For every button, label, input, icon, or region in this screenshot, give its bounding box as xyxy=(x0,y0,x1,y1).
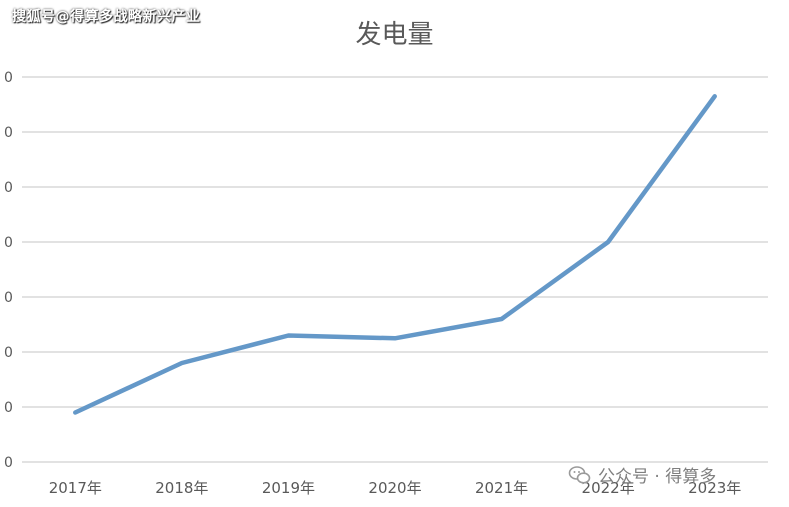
y-tick-label: 0 xyxy=(4,235,13,251)
wechat-watermark-text: 公众号 · 得算多 xyxy=(598,467,717,487)
x-tick-label: 2020年 xyxy=(368,479,421,497)
chart-title: 发电量 xyxy=(355,20,434,50)
x-tick-labels: 2017年 2018年 2019年 2020年 2021年 2022年 2023年 xyxy=(49,479,742,497)
y-tick-label: 0 xyxy=(4,345,13,361)
x-tick-label: 2021年 xyxy=(475,479,528,497)
y-tick-label: 0 xyxy=(4,70,13,86)
y-tick-label: 0 xyxy=(4,400,13,416)
watermark-top: 搜狐号@得算多战略新兴产业 xyxy=(12,9,201,25)
series-lines xyxy=(73,94,717,415)
y-tick-label: 0 xyxy=(4,290,13,306)
x-tick-label: 2019年 xyxy=(262,479,315,497)
x-tick-label: 2022年 xyxy=(582,479,635,497)
x-tick-label: 2017年 xyxy=(49,479,102,497)
series-line xyxy=(73,94,717,415)
y-tick-labels: 0 0 0 0 0 0 0 0 xyxy=(4,70,13,471)
x-tick-label: 2018年 xyxy=(155,479,208,497)
y-tick-label: 0 xyxy=(4,455,13,471)
y-tick-label: 0 xyxy=(4,180,13,196)
grid-lines xyxy=(22,76,768,463)
y-tick-label: 0 xyxy=(4,125,13,141)
wechat-watermark: 公众号 · 得算多 xyxy=(568,462,716,487)
x-tick-label: 2023年 xyxy=(688,479,741,497)
wechat-icon xyxy=(568,465,591,484)
